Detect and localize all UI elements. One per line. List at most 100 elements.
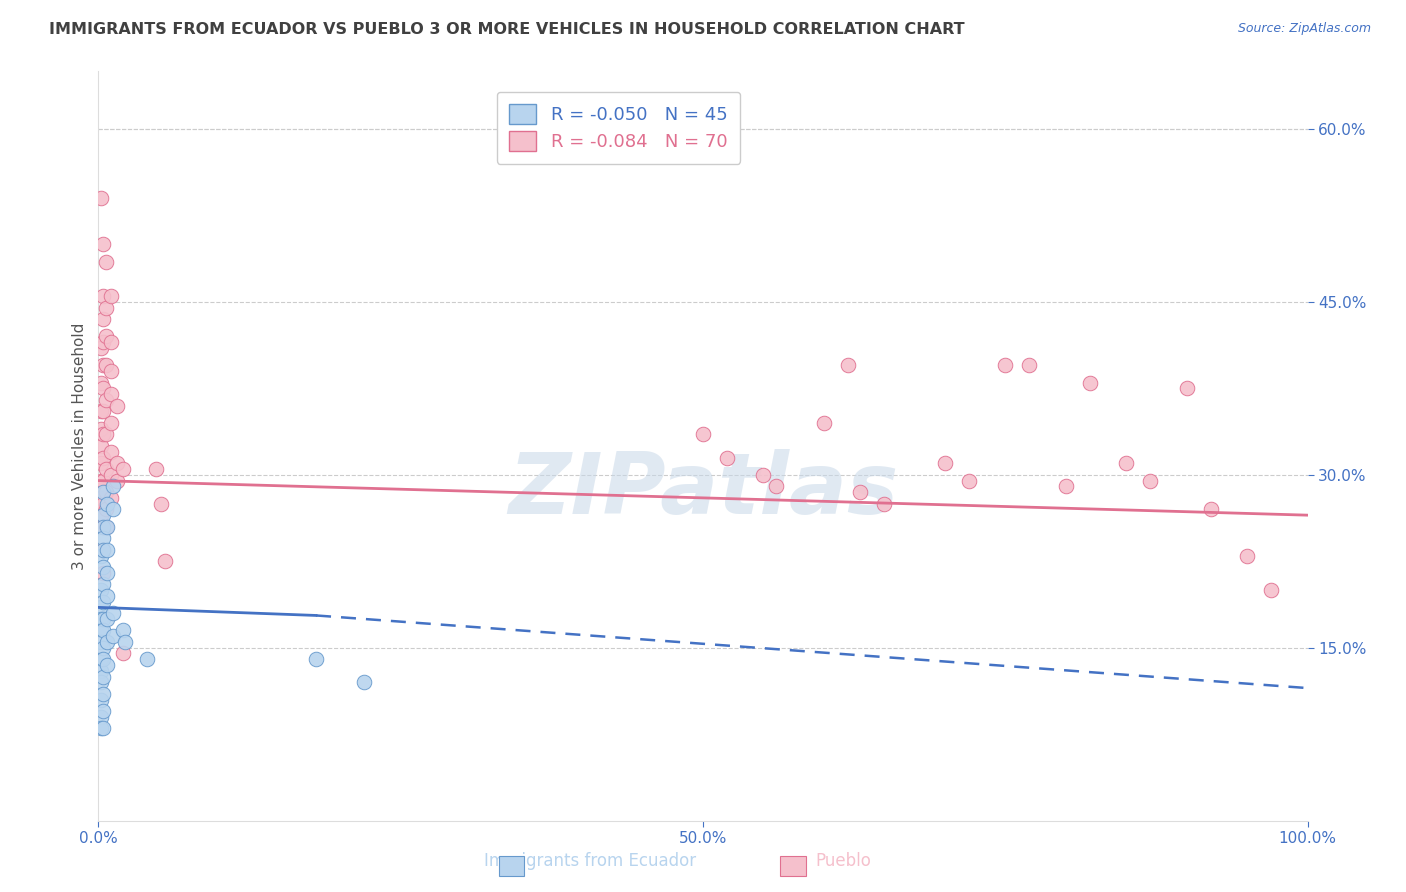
Point	[765, 479, 787, 493]
Text: IMMIGRANTS FROM ECUADOR VS PUEBLO 3 OR MORE VEHICLES IN HOUSEHOLD CORRELATION CH: IMMIGRANTS FROM ECUADOR VS PUEBLO 3 OR M…	[49, 22, 965, 37]
Point	[90, 675, 112, 690]
Point	[1054, 479, 1077, 493]
Point	[100, 467, 122, 482]
Point	[91, 237, 114, 252]
Point	[90, 624, 112, 638]
Point	[96, 589, 118, 603]
Point	[90, 692, 112, 706]
Text: Source: ZipAtlas.com: Source: ZipAtlas.com	[1237, 22, 1371, 36]
Point	[94, 502, 117, 516]
Point	[94, 359, 117, 373]
Point	[91, 474, 114, 488]
Point	[100, 364, 122, 378]
Point	[91, 640, 114, 655]
Point	[91, 612, 114, 626]
Point	[91, 450, 114, 465]
Point	[90, 652, 112, 666]
Point	[90, 191, 112, 205]
Point	[101, 502, 124, 516]
Point	[150, 497, 173, 511]
Point	[91, 531, 114, 545]
Point	[90, 508, 112, 523]
Point	[91, 566, 114, 580]
Point	[94, 519, 117, 533]
Point	[91, 381, 114, 395]
Point	[90, 456, 112, 470]
Point	[90, 404, 112, 418]
Point	[91, 687, 114, 701]
Point	[91, 497, 114, 511]
Point	[1199, 502, 1222, 516]
Point	[716, 450, 738, 465]
Point	[91, 289, 114, 303]
Point	[934, 456, 956, 470]
Point	[96, 566, 118, 580]
Point	[91, 519, 114, 533]
Point	[1260, 583, 1282, 598]
Point	[94, 427, 117, 442]
Point	[837, 359, 859, 373]
Point	[90, 491, 112, 505]
Point	[105, 474, 128, 488]
Point	[91, 652, 114, 666]
Point	[91, 624, 114, 638]
Point	[96, 542, 118, 557]
Point	[100, 289, 122, 303]
Point	[94, 462, 117, 476]
Point	[90, 612, 112, 626]
Point	[111, 647, 134, 661]
Point	[305, 652, 328, 666]
Point	[111, 462, 134, 476]
Point	[101, 629, 124, 643]
Point	[91, 594, 114, 608]
Text: Pueblo: Pueblo	[815, 852, 872, 870]
Point	[1018, 359, 1040, 373]
Point	[91, 359, 114, 373]
Point	[94, 392, 117, 407]
Point	[90, 549, 112, 563]
Point	[145, 462, 167, 476]
Point	[353, 675, 375, 690]
Point	[813, 416, 835, 430]
Point	[96, 497, 118, 511]
Point	[90, 635, 112, 649]
Point	[101, 479, 124, 493]
Point	[90, 710, 112, 724]
Point	[91, 508, 114, 523]
Point	[90, 422, 112, 436]
Point	[111, 624, 134, 638]
Point	[91, 312, 114, 326]
Text: ZIPatlas: ZIPatlas	[508, 450, 898, 533]
Point	[96, 519, 118, 533]
Point	[153, 554, 176, 568]
Point	[100, 387, 122, 401]
Point	[91, 542, 114, 557]
Point	[91, 404, 114, 418]
Point	[96, 635, 118, 649]
Point	[91, 577, 114, 591]
Point	[90, 600, 112, 615]
Point	[91, 485, 114, 500]
Point	[91, 722, 114, 736]
Point	[873, 497, 896, 511]
Point	[96, 658, 118, 673]
Point	[100, 416, 122, 430]
Point	[94, 301, 117, 315]
Point	[1236, 549, 1258, 563]
Point	[96, 612, 118, 626]
Point	[100, 444, 122, 458]
Y-axis label: 3 or more Vehicles in Household: 3 or more Vehicles in Household	[72, 322, 87, 570]
Point	[105, 456, 128, 470]
Point	[100, 335, 122, 350]
Point	[91, 669, 114, 683]
Point	[90, 376, 112, 390]
Point	[90, 474, 112, 488]
Point	[91, 560, 114, 574]
Point	[1115, 456, 1137, 470]
Point	[849, 485, 872, 500]
Point	[1139, 474, 1161, 488]
Text: Immigrants from Ecuador: Immigrants from Ecuador	[485, 852, 696, 870]
Point	[994, 359, 1017, 373]
Point	[90, 664, 112, 678]
Point	[91, 427, 114, 442]
